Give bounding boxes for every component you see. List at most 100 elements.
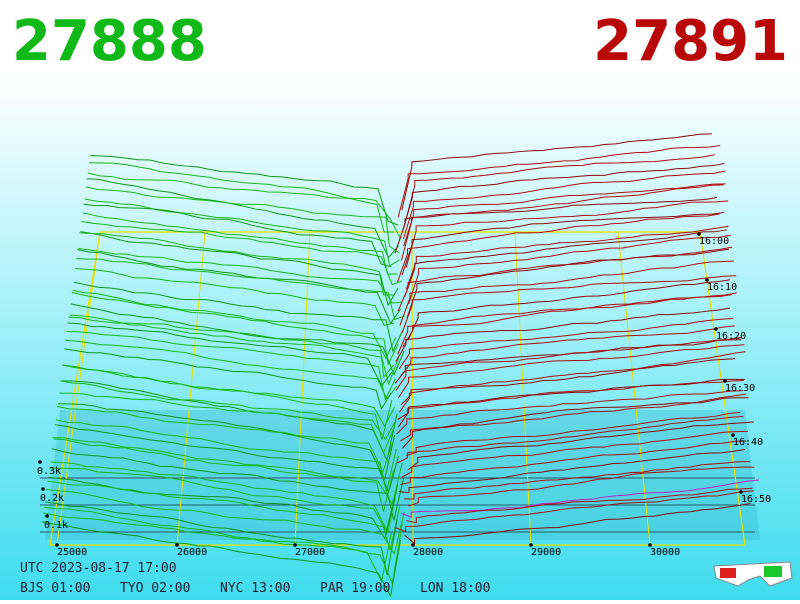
ask-depth-line: [396, 390, 743, 435]
bid-depth-line: [76, 258, 405, 321]
glasses-icon: [713, 561, 793, 587]
ask-depth-line: [400, 184, 724, 261]
bid-depth-line: [60, 380, 396, 441]
ask-depth-line: [404, 154, 715, 225]
ask-depth-line: [401, 133, 712, 211]
price-tick-label: 29000: [531, 547, 561, 558]
ask-depth-line: [394, 197, 718, 254]
bid-depth-line: [48, 476, 396, 540]
ask-price: 27891: [593, 9, 788, 74]
ask-depth-line: [408, 466, 755, 507]
bid-depth-line: [75, 268, 395, 326]
time-tick-dot: [723, 379, 727, 383]
utc-time: UTC 2023-08-17 17:00: [20, 561, 177, 576]
bid-depth-line: [71, 291, 399, 366]
volume-tick-label: 0.3k: [37, 466, 61, 477]
ask-depth-line: [407, 279, 731, 341]
bid-depth-line: [72, 289, 397, 360]
bid-depth-line: [81, 221, 403, 286]
price-grid-line: [411, 231, 414, 546]
bid-depth-line: [63, 364, 393, 441]
price-tick-dot: [175, 543, 179, 547]
price-tick-label: 30000: [650, 547, 680, 558]
ask-depth-line: [401, 211, 725, 276]
bid-depth-line: [42, 512, 393, 583]
price-tick-label: 25000: [57, 547, 87, 558]
price-tick-dot: [648, 543, 652, 547]
ask-depth-line: [406, 411, 741, 457]
volume-tick-label: 0.1k: [44, 520, 68, 531]
price-tick-label: 26000: [177, 547, 207, 558]
ask-depth-line: [395, 490, 754, 533]
ask-depth-line: [398, 317, 734, 370]
bid-depth-line: [84, 198, 400, 267]
time-tick-dot: [739, 490, 743, 494]
volume-tick-dot: [41, 487, 45, 491]
time-tick-dot: [697, 232, 701, 236]
bid-depth-line: [65, 339, 398, 400]
ask-depth-line: [397, 246, 733, 312]
ask-depth-line: [398, 344, 745, 399]
zone-time: LON 18:00: [420, 581, 490, 596]
depth-layer: 25000 26000 27000 28000 29000 30000 16:00 16:10…: [37, 133, 771, 598]
bid-depth-line: [78, 247, 403, 304]
ask-depth-line: [406, 487, 753, 524]
ask-depth-line: [397, 213, 720, 283]
time-tick-dot: [731, 433, 735, 437]
bid-depth-line: [52, 437, 394, 513]
ask-depth-line: [401, 163, 725, 232]
time-tick-dot: [714, 327, 718, 331]
ask-depth-line: [400, 479, 760, 518]
bid-depth-line: [68, 316, 395, 379]
ask-depth-line: [404, 502, 751, 545]
bid-depth-line: [49, 467, 397, 533]
ask-depth-line: [407, 421, 754, 471]
bid-depth-line: [67, 322, 393, 387]
zone-time: PAR 19:00: [320, 581, 390, 596]
time-tick-label: 16:10: [707, 282, 737, 293]
price-grid-line: [514, 231, 532, 546]
bid-depth-line: [80, 231, 399, 307]
ask-depth-line: [397, 144, 721, 218]
bid-depth-line: [73, 281, 404, 353]
bid-depth-line: [53, 438, 403, 506]
bid-depth-line: [61, 380, 398, 462]
bid-depth-line: [56, 405, 394, 474]
bid-depth-line: [82, 212, 398, 275]
ask-depth-line: [401, 275, 737, 333]
bid-depth-line: [41, 521, 402, 598]
ask-depth-line: [400, 440, 747, 485]
ask-depth-line: [395, 307, 730, 362]
bid-depth-line: [44, 506, 403, 586]
bid-depth-line: [59, 392, 395, 454]
bid-depth-line: [85, 186, 400, 254]
bid-depth-line: [69, 314, 400, 386]
ask-depth-line: [399, 351, 746, 413]
bid-depth-line: [79, 232, 394, 296]
ask-depth-line: [402, 170, 726, 240]
ask-depth-line: [402, 397, 749, 449]
time-tick-label: 16:30: [725, 383, 755, 394]
bid-depth-line: [55, 419, 397, 493]
bid-depth-line: [77, 249, 402, 325]
ask-depth-line: [395, 336, 742, 391]
bid-depth-line: [64, 348, 392, 411]
ask-depth-line: [398, 378, 745, 427]
ask-depth-line: [399, 260, 734, 326]
volume-tick-dot: [38, 460, 42, 464]
bid-depth-line: [47, 480, 401, 551]
time-tick-label: 16:20: [716, 331, 746, 342]
ask-depth-line: [403, 183, 726, 247]
time-tick-label: 16:40: [733, 437, 763, 448]
zone-time: BJS 01:00: [20, 581, 90, 596]
ask-depth-line: [405, 200, 729, 268]
ask-depth-line: [406, 248, 729, 319]
price-tick-label: 27000: [295, 547, 325, 558]
bid-depth-line: [89, 155, 399, 226]
ask-depth-line: [408, 234, 731, 305]
bid-price: 27888: [12, 9, 207, 74]
ask-depth-line: [400, 325, 735, 377]
zone-time: TYO 02:00: [120, 581, 190, 596]
bid-depth-line: [83, 203, 392, 268]
